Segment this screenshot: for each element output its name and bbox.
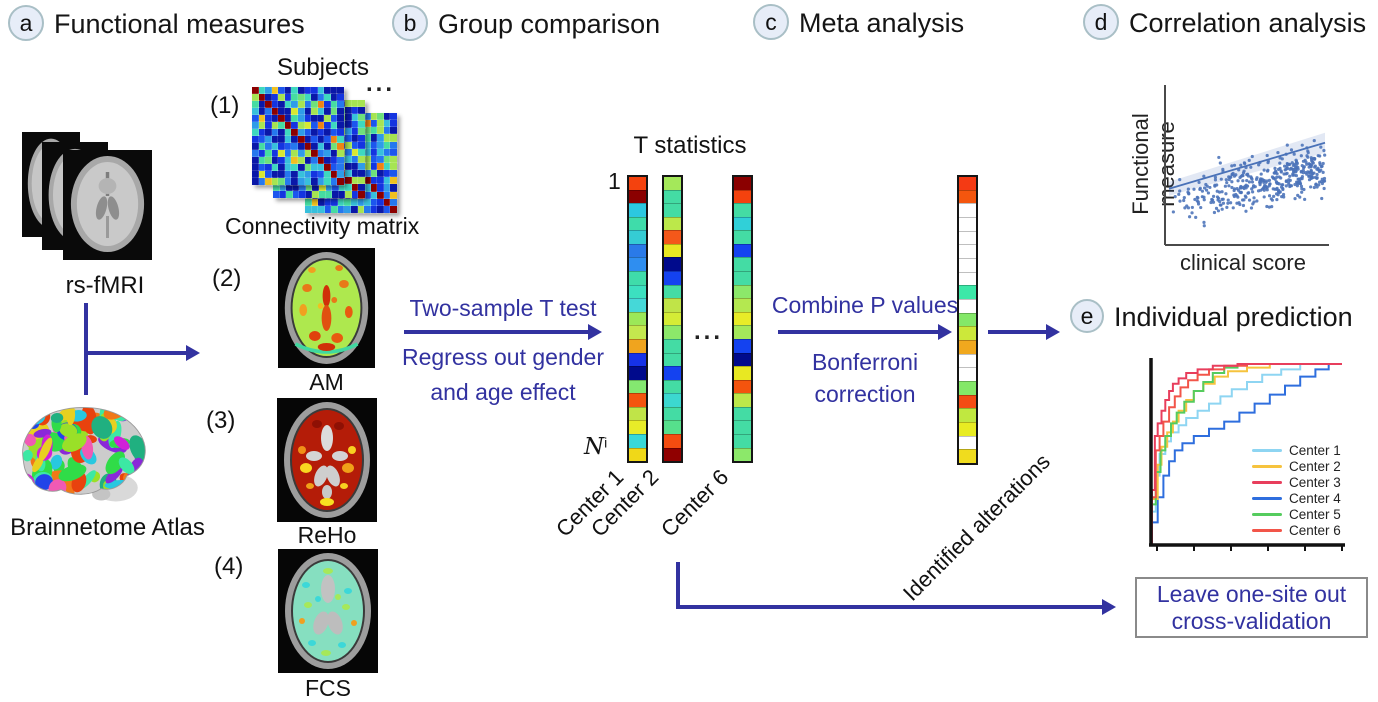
- panel-d-title: Correlation analysis: [1129, 8, 1367, 38]
- loocv-box: Leave one-site out cross-validation: [1135, 577, 1368, 638]
- meta-arrow-head-icon: [938, 324, 952, 340]
- t-stat-column-center-6: [732, 175, 753, 463]
- panel-e-letter: e: [1080, 302, 1094, 329]
- item-1-number: (1): [210, 92, 240, 119]
- panel-c-badge: c: [753, 4, 789, 40]
- roc-legend-item: Center 2: [1252, 458, 1341, 474]
- legend-line-swatch: [1252, 528, 1282, 532]
- group-comparison-line1: Two-sample T test: [409, 295, 597, 321]
- to-prediction-arrow-head-icon: [1046, 324, 1060, 340]
- loocv-line1: Leave one-site out: [1156, 580, 1347, 607]
- input-arrow-line: [84, 351, 188, 355]
- legend-label: Center 4: [1289, 490, 1341, 506]
- legend-label: Center 5: [1289, 506, 1341, 522]
- panel-a-letter: a: [19, 9, 33, 36]
- rs-fmri-slice-front-icon: [63, 150, 152, 260]
- connectivity-matrix-front: [251, 86, 345, 186]
- meta-arrow-line: [778, 330, 938, 334]
- loocv-arrow-hline: [676, 605, 1104, 609]
- fcs-label: FCS: [305, 675, 351, 701]
- t-stat-row-first-label: 1: [608, 168, 621, 194]
- rs-fmri-label: rs-fMRI: [65, 272, 145, 299]
- n-symbol: N: [584, 434, 605, 460]
- legend-line-swatch: [1252, 448, 1282, 452]
- item-4-number: (4): [214, 553, 244, 580]
- legend-line-swatch: [1252, 480, 1282, 484]
- panel-b-letter: b: [403, 9, 417, 36]
- legend-label: Center 6: [1289, 522, 1341, 538]
- scatter-xlabel: clinical score: [1180, 250, 1306, 275]
- am-brain-map-icon: [278, 248, 375, 368]
- t-stat-column-center-2: [662, 175, 683, 463]
- n-superscript: i: [604, 434, 608, 451]
- t-stat-column-center-1: [627, 175, 648, 463]
- loocv-arrow-vline: [676, 562, 680, 609]
- to-prediction-arrow-line: [988, 330, 1048, 334]
- group-comparison-arrow-head-icon: [588, 324, 602, 340]
- identified-alterations-column: [957, 175, 978, 465]
- panel-c-letter: c: [765, 8, 777, 35]
- t-stat-ellipsis: ...: [694, 318, 724, 345]
- panel-b-badge: b: [392, 5, 428, 41]
- loocv-arrow-head-icon: [1102, 599, 1116, 615]
- input-arrow-head-icon: [186, 345, 200, 361]
- reho-brain-map-icon: [277, 398, 377, 522]
- legend-label: Center 2: [1289, 458, 1341, 474]
- panel-d-badge: d: [1083, 4, 1119, 40]
- loocv-line2: cross-validation: [1171, 607, 1332, 634]
- roc-legend-item: Center 6: [1252, 522, 1341, 538]
- panel-d-letter: d: [1094, 8, 1108, 35]
- identified-alterations-label: Identified alterations: [898, 448, 1055, 606]
- panel-b-title: Group comparison: [438, 9, 661, 39]
- group-comparison-line3: and age effect: [430, 379, 576, 405]
- t-statistics-title: T statistics: [633, 132, 747, 159]
- group-comparison-arrow-line: [404, 330, 588, 334]
- reho-label: ReHo: [297, 522, 357, 548]
- atlas-label: Brainnetome Atlas: [10, 514, 205, 541]
- meta-line2: Bonferroni: [811, 349, 919, 375]
- am-label: AM: [309, 369, 344, 395]
- brainnetome-atlas-brain-icon: [10, 396, 156, 512]
- center-6-label: Center 6: [656, 464, 734, 542]
- meta-line3: correction: [814, 381, 916, 407]
- fcs-brain-map-icon: [278, 549, 378, 673]
- input-junction-vline: [84, 303, 88, 395]
- panel-a-badge: a: [8, 5, 44, 41]
- scatter-ylabel: Functional measure: [1128, 113, 1179, 215]
- panel-c-title: Meta analysis: [799, 8, 965, 38]
- roc-legend-item: Center 1: [1252, 442, 1341, 458]
- subjects-ellipsis: ...: [366, 70, 396, 97]
- panel-a-title: Functional measures: [54, 9, 305, 39]
- roc-legend-item: Center 4: [1252, 490, 1341, 506]
- t-stat-row-last-label: Ni: [584, 434, 607, 460]
- legend-label: Center 1: [1289, 442, 1341, 458]
- subjects-label: Subjects: [276, 54, 370, 81]
- connectivity-matrix-label: Connectivity matrix: [225, 213, 420, 239]
- roc-plot: [1149, 358, 1345, 551]
- item-3-number: (3): [206, 407, 236, 434]
- legend-line-swatch: [1252, 496, 1282, 500]
- roc-legend-item: Center 3: [1252, 474, 1341, 490]
- group-comparison-line2: Regress out gender: [401, 344, 604, 370]
- panel-e-title: Individual prediction: [1114, 302, 1353, 332]
- legend-label: Center 3: [1289, 474, 1341, 490]
- panel-e-badge: e: [1070, 299, 1104, 333]
- correlation-scatter-plot: [1164, 85, 1329, 246]
- item-2-number: (2): [212, 265, 242, 292]
- legend-line-swatch: [1252, 512, 1282, 516]
- roc-legend-item: Center 5: [1252, 506, 1341, 522]
- roc-legend: Center 1 Center 2 Center 3 Center 4 Center 5…: [1252, 442, 1341, 538]
- meta-line1: Combine P values: [771, 292, 959, 318]
- legend-line-swatch: [1252, 464, 1282, 468]
